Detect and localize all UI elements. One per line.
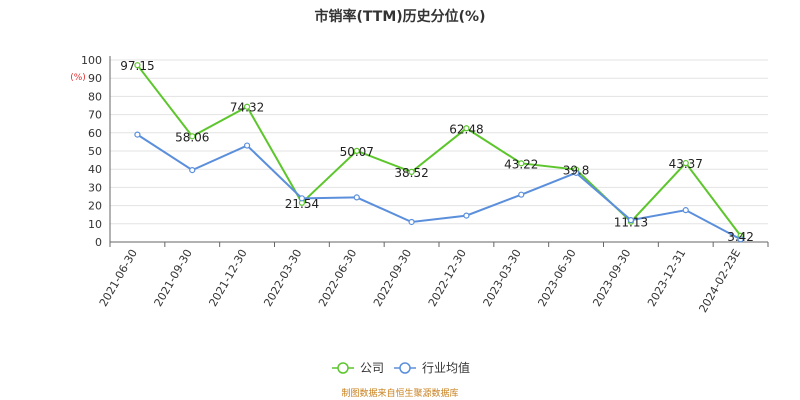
data-label: 58.06: [175, 130, 209, 144]
data-label: 38.52: [394, 166, 428, 180]
source-note: 制图数据来自恒生聚源数据库: [341, 389, 459, 399]
x-tick-label: 2022-03-30: [261, 247, 304, 309]
legend-label: 公司: [360, 361, 384, 375]
legend: 公司 行业均值: [332, 360, 470, 375]
data-label: 39.8: [563, 164, 590, 178]
x-tick-label: 2024-02-23E: [696, 247, 743, 315]
x-tick-label: 2021-12-30: [206, 247, 249, 309]
data-point: [737, 236, 744, 243]
series-line: [136, 64, 742, 237]
series-points: [134, 62, 744, 243]
data-point: [189, 133, 196, 140]
y-axis-unit-label: (%): [70, 73, 86, 83]
x-tick-label: 2023-06-30: [535, 247, 578, 309]
y-tick-label: 90: [88, 72, 102, 85]
data-point: [189, 167, 196, 174]
x-tick-label: 2022-12-30: [426, 247, 469, 309]
series-line: [136, 133, 742, 241]
chart-title: 市销率(TTM)历史分位(%): [314, 9, 486, 25]
data-point: [353, 147, 360, 154]
y-tick-label: 10: [88, 218, 102, 231]
legend-marker: [337, 362, 349, 374]
data-point: [518, 160, 525, 167]
data-point: [298, 195, 306, 202]
data-label: 62.48: [449, 122, 483, 136]
series-lines: [136, 64, 742, 241]
data-point: [243, 103, 251, 110]
y-tick-label: 20: [88, 200, 102, 213]
y-tick-label: 80: [88, 90, 102, 103]
legend-marker: [399, 362, 411, 374]
y-tick-label: 50: [88, 145, 102, 158]
data-label: 11.13: [614, 216, 648, 230]
data-label: 97.15: [120, 59, 154, 73]
x-tick-label: 2023-09-30: [590, 247, 633, 309]
data-point: [408, 218, 415, 226]
y-tick-label: 0: [95, 236, 102, 249]
y-tick-label: 40: [88, 163, 102, 176]
data-point: [243, 142, 251, 149]
legend-label: 行业均值: [422, 360, 470, 375]
data-label: 74.32: [230, 101, 264, 115]
data-label: 43.37: [669, 157, 703, 171]
data-point: [682, 159, 689, 167]
x-tick-label: 2022-09-30: [371, 247, 414, 309]
data-labels: 97.15 58.06 74.32 21.54 50.07 38.52 62.48 43.22…: [120, 59, 754, 244]
y-tick-label: 30: [88, 181, 102, 194]
data-label: 21.54: [285, 197, 319, 211]
data-label: 43.22: [504, 157, 538, 171]
data-point: [463, 125, 470, 132]
x-tick-labels: 2021-06-30 2021-09-30 2021-12-30 2022-03-30…: [97, 247, 743, 315]
x-tick-label: 2022-06-30: [316, 247, 359, 309]
axes: [109, 56, 769, 247]
data-point: [627, 217, 635, 224]
y-tick-label: 70: [88, 109, 102, 122]
data-point: [682, 207, 689, 214]
x-tick-label: 2023-03-30: [481, 247, 524, 309]
data-point: [518, 191, 525, 198]
data-point: [134, 62, 141, 69]
data-point: [408, 168, 415, 175]
data-point: [134, 131, 141, 138]
x-tick-label: 2023-12-31: [645, 247, 688, 309]
data-label: 50.07: [340, 145, 374, 159]
y-tick-labels: 0 10 20 30 40 50 60 70 80 90 100: [81, 54, 102, 249]
x-tick-label: 2021-06-30: [97, 247, 140, 309]
y-tick-label: 60: [88, 127, 102, 140]
data-point: [572, 169, 580, 176]
x-tick-label: 2021-09-30: [152, 247, 195, 309]
data-point: [353, 194, 360, 201]
data-label: 3.42: [727, 230, 754, 244]
y-tick-label: 100: [81, 54, 102, 67]
data-point: [463, 212, 470, 219]
